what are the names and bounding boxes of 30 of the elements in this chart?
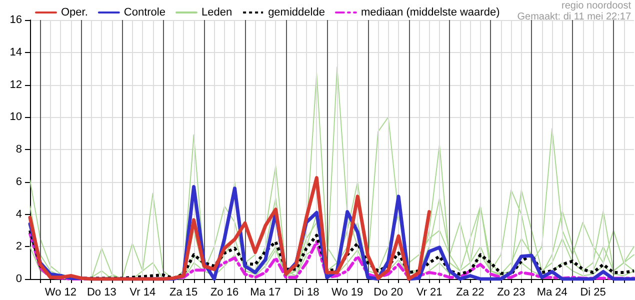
- x-tick-label: Vr 14: [130, 286, 156, 298]
- x-tick-label: Zo 16: [210, 286, 239, 298]
- y-tick-label: 12: [10, 78, 22, 91]
- legend-label: gemiddelde: [268, 6, 325, 18]
- legend-label: Controle: [124, 6, 166, 18]
- x-tick-label: Wo 19: [332, 286, 364, 298]
- y-tick-label: 6: [16, 176, 22, 188]
- legend-label: Leden: [201, 6, 232, 18]
- x-tick-label: Wo 12: [44, 286, 77, 298]
- x-tick-label: Za 15: [169, 286, 198, 298]
- x-tick-label: Ma 17: [250, 286, 281, 298]
- y-tick-label: 4: [16, 208, 22, 220]
- y-tick-label: 10: [10, 111, 22, 124]
- x-tick-label: Za 22: [456, 286, 484, 298]
- annotation: Gemaakt: di 11 mei 22:17: [517, 12, 632, 22]
- text: regio noordoost: [562, 0, 632, 12]
- legend-label: mediaan (middelste waarde): [360, 6, 500, 18]
- y-tick-label: 16: [10, 14, 22, 26]
- x-tick-label: Do 13: [86, 286, 116, 298]
- y-tick-label: 8: [16, 144, 22, 156]
- x-tick-label: Di 18: [294, 286, 320, 298]
- x-tick-label: Zo 23: [497, 286, 526, 298]
- legend-label: Oper.: [61, 6, 88, 18]
- y-tick-label: 0: [16, 273, 22, 285]
- x-tick-label: Ma 24: [536, 286, 568, 298]
- y-tick-label: 2: [16, 240, 22, 253]
- x-tick-label: Do 20: [374, 286, 403, 298]
- y-tick-label: 14: [10, 46, 22, 58]
- x-tick-label: Di 25: [580, 286, 606, 298]
- x-tick-label: Vr 21: [416, 286, 442, 298]
